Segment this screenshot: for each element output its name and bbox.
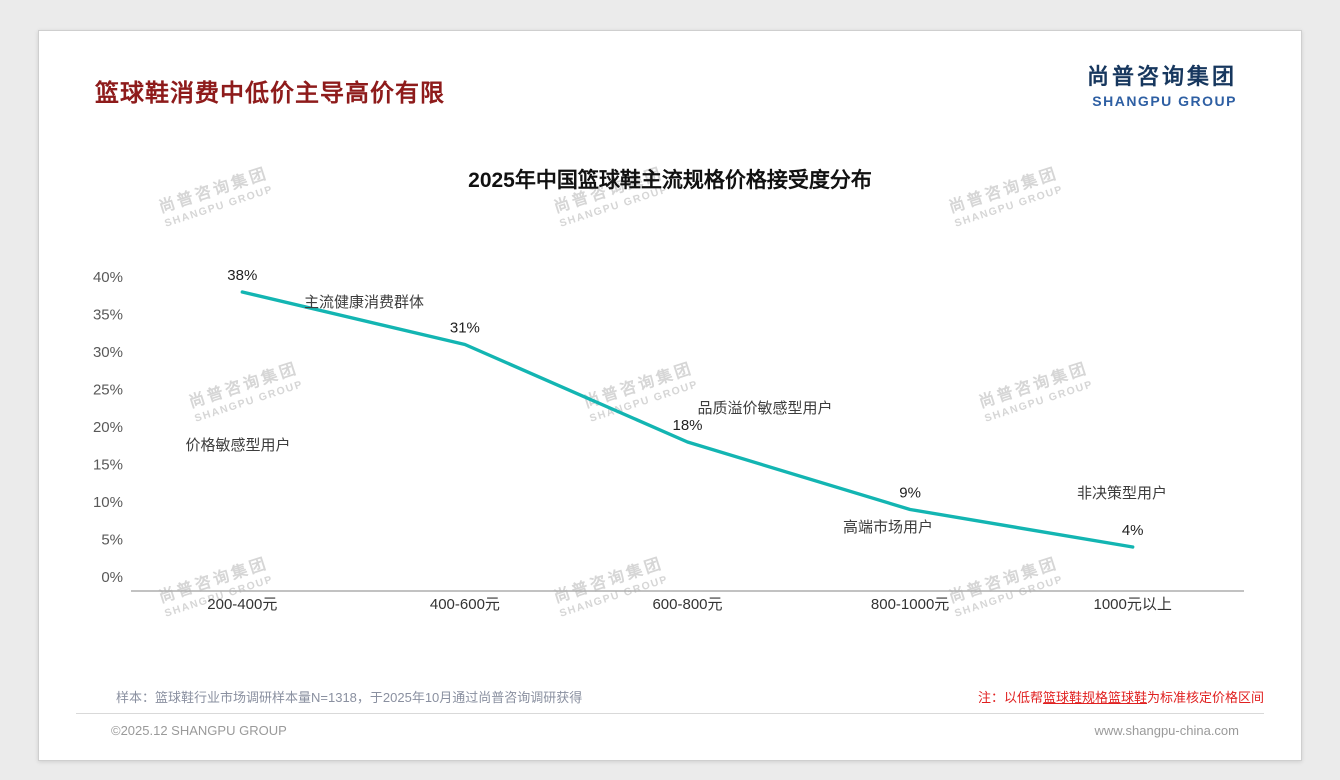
svg-text:20%: 20%	[93, 419, 123, 436]
svg-text:200-400元: 200-400元	[207, 596, 277, 613]
svg-text:31%: 31%	[450, 320, 480, 337]
copyright-text: ©2025.12 SHANGPU GROUP	[111, 723, 287, 738]
price-note-suffix: 为标准核定价格区间	[1146, 690, 1264, 705]
logo: 尚普咨询集团 SHANGPU GROUP	[1087, 59, 1237, 109]
y-axis-labels: 0% 5% 10% 15% 20% 25% 30% 35% 40%	[93, 269, 123, 586]
svg-text:18%: 18%	[672, 417, 702, 434]
svg-text:1000元以上: 1000元以上	[1094, 596, 1172, 613]
page-title: 篮球鞋消费中低价主导高价有限	[95, 80, 445, 107]
svg-text:价格敏感型用户: 价格敏感型用户	[185, 437, 290, 454]
price-note: 注：以低帮篮球鞋规格篮球鞋为标准核定价格区间	[978, 687, 1264, 706]
chart-title: 2025年中国篮球鞋主流规格价格接受度分布	[468, 169, 872, 192]
svg-text:35%: 35%	[93, 307, 123, 324]
sample-note: 样本：篮球鞋行业市场调研样本量N=1318，于2025年10月通过尚普咨询调研获…	[116, 690, 583, 705]
line-chart: 0% 5% 10% 15% 20% 25% 30% 35% 40% 38% 31% 18% 9% 4% 20…	[93, 267, 1244, 613]
price-note-underlined: 篮球鞋规格篮球鞋	[1042, 690, 1147, 705]
value-labels: 38% 31% 18% 9% 4%	[227, 267, 1143, 539]
svg-text:600-800元: 600-800元	[652, 596, 722, 613]
svg-text:10%: 10%	[93, 494, 123, 511]
logo-en-text: SHANGPU GROUP	[1092, 93, 1237, 109]
svg-text:40%: 40%	[93, 269, 123, 286]
website-text: www.shangpu-china.com	[1094, 723, 1239, 738]
svg-text:4%: 4%	[1122, 522, 1144, 539]
svg-text:800-1000元: 800-1000元	[871, 596, 949, 613]
svg-text:主流健康消费群体: 主流健康消费群体	[304, 294, 424, 311]
svg-text:25%: 25%	[93, 382, 123, 399]
svg-text:400-600元: 400-600元	[430, 596, 500, 613]
svg-text:15%: 15%	[93, 457, 123, 474]
price-note-prefix: 注：以低帮	[977, 690, 1043, 705]
svg-text:高端市场用户: 高端市场用户	[843, 519, 933, 536]
svg-text:9%: 9%	[899, 485, 921, 502]
svg-text:38%: 38%	[227, 267, 257, 284]
acceptance-line-series	[240, 290, 1135, 549]
logo-cn-text: 尚普咨询集团	[1086, 64, 1237, 89]
svg-text:非决策型用户: 非决策型用户	[1077, 485, 1167, 502]
x-axis-labels: 200-400元 400-600元 600-800元 800-1000元 1000元以上	[207, 596, 1172, 613]
footer-divider	[76, 713, 1264, 714]
svg-text:30%: 30%	[93, 344, 123, 361]
svg-text:0%: 0%	[101, 569, 123, 586]
svg-text:5%: 5%	[101, 532, 123, 549]
slide-card: 尚普咨询集团 SHANGPU GROUP 尚普咨询集团 SHANGPU GROUP 尚普…	[38, 30, 1302, 761]
svg-text:品质溢价敏感型用户: 品质溢价敏感型用户	[697, 400, 832, 417]
